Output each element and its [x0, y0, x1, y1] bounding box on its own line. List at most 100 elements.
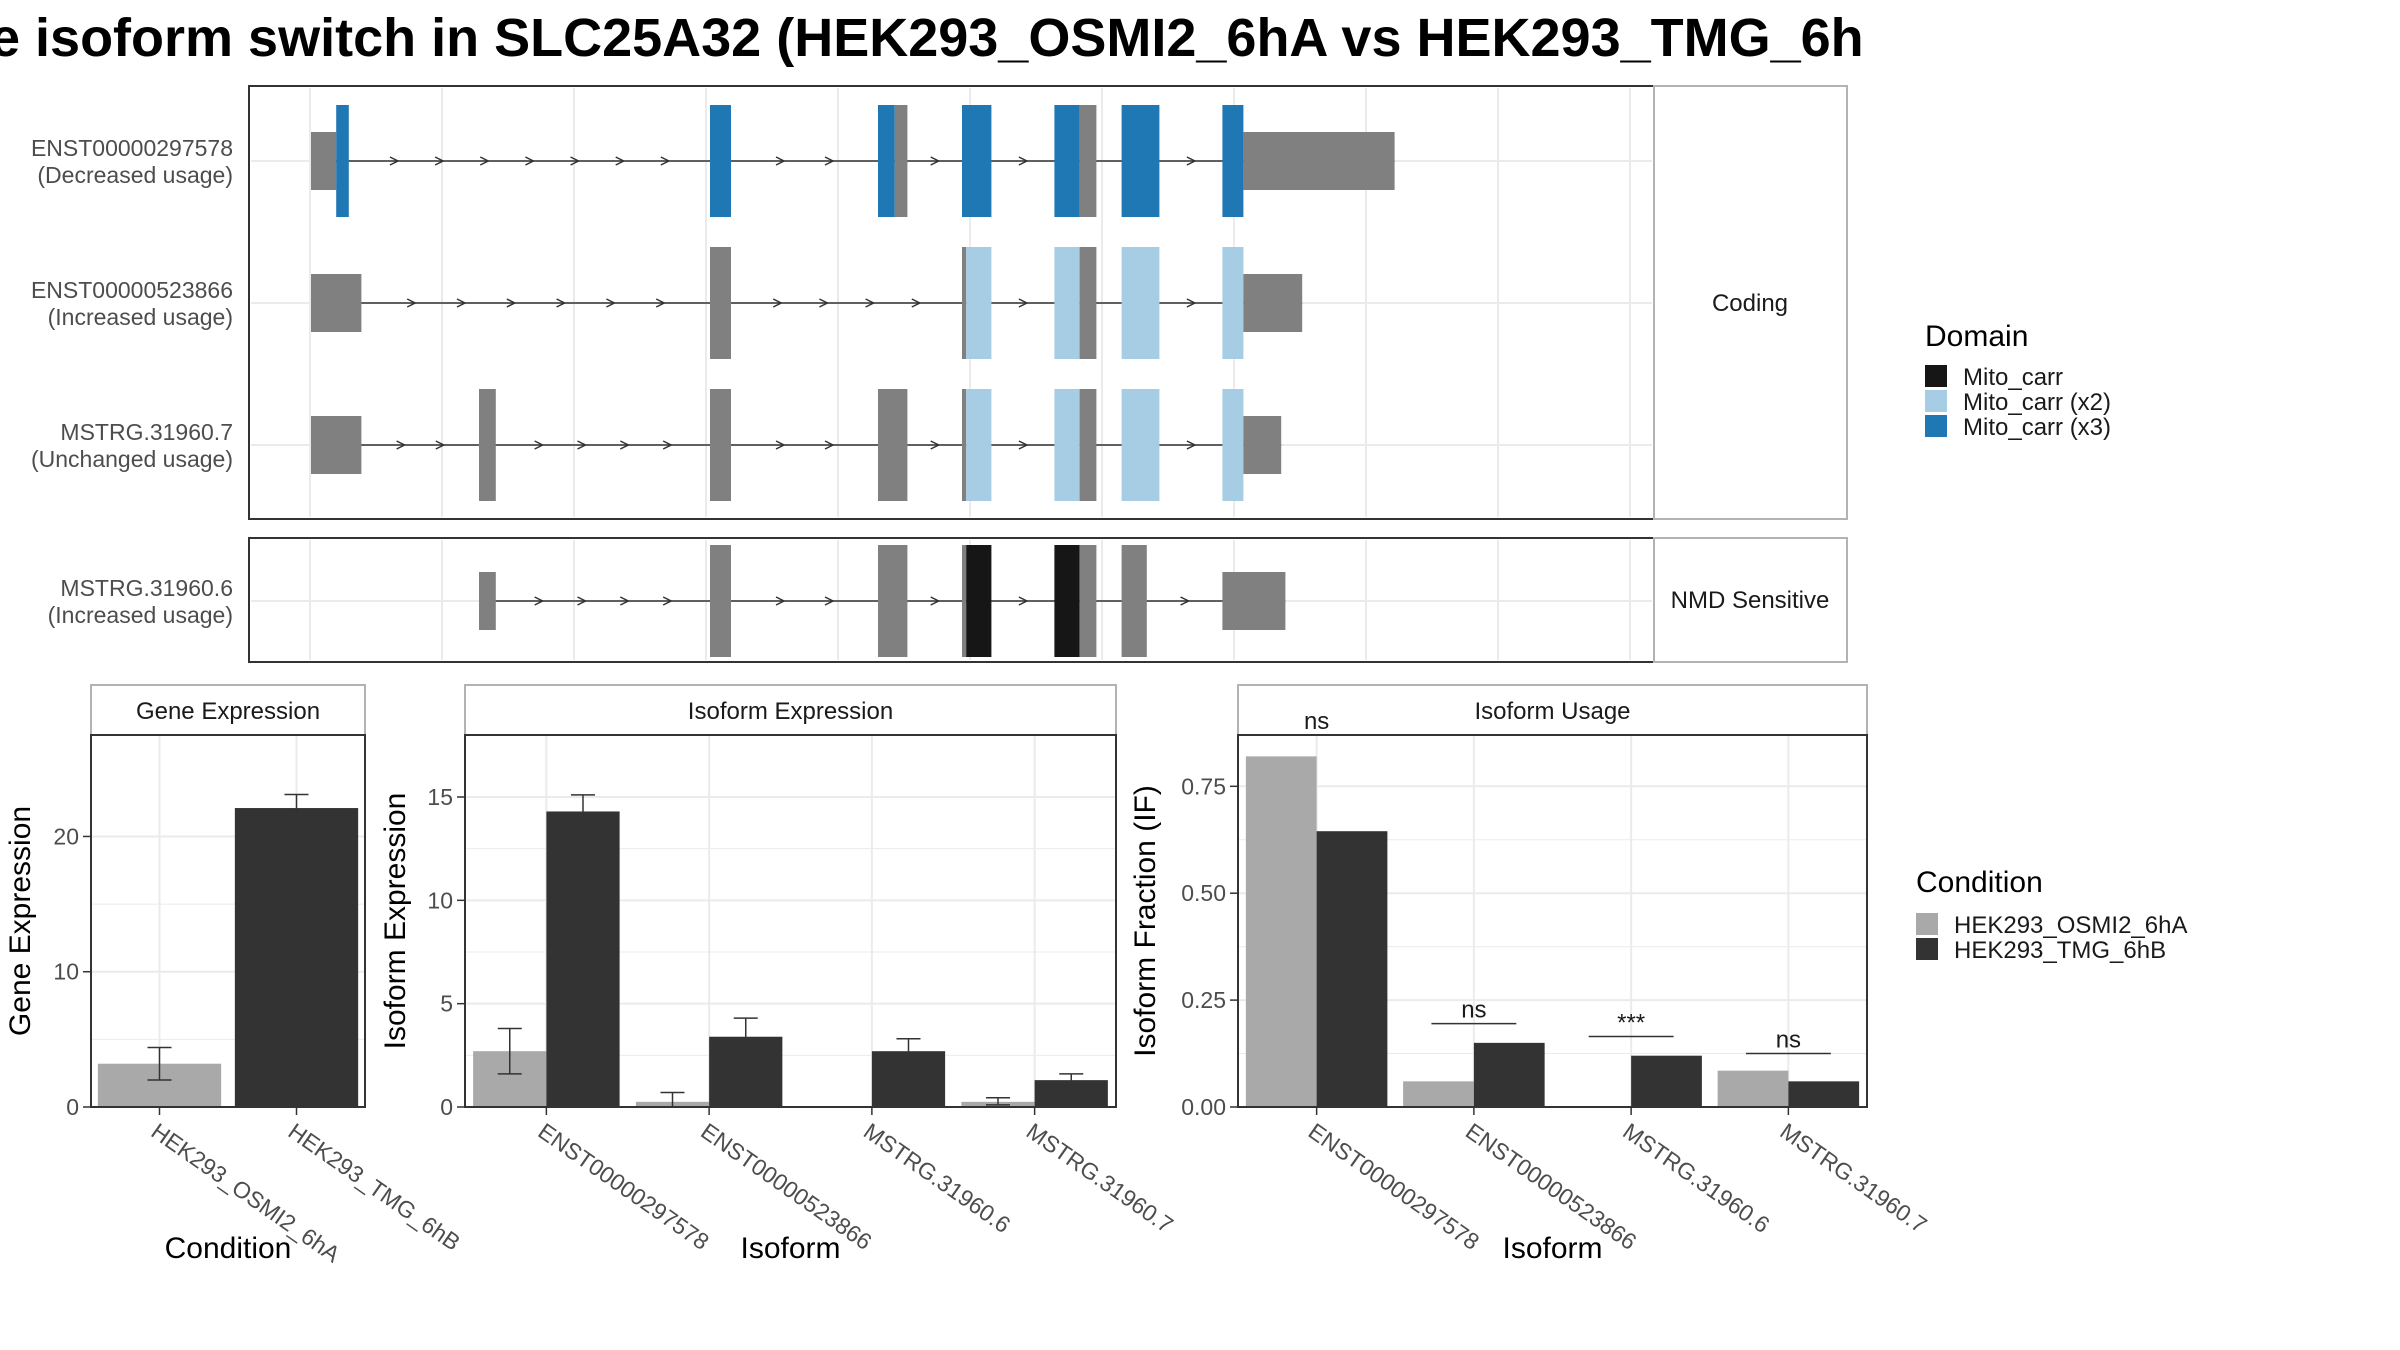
legend-domain-swatch	[1925, 390, 1947, 412]
x-tick-label: MSTRG.31960.7	[1776, 1118, 1932, 1238]
bar	[1717, 1070, 1789, 1107]
exon-block	[1079, 247, 1097, 359]
intron-arrow	[525, 156, 536, 166]
exon-block	[1079, 105, 1097, 217]
plot-border	[90, 734, 366, 1108]
intron-arrow	[1018, 298, 1029, 308]
exon-block	[479, 389, 496, 501]
legend-domain-title: Domain	[1925, 320, 2028, 353]
intron-arrow	[534, 440, 545, 450]
panel-strip	[90, 684, 366, 736]
exon-block	[1243, 132, 1395, 190]
intron-arrow	[930, 440, 941, 450]
exon-block	[966, 247, 992, 359]
legend-condition-swatch	[1916, 938, 1938, 960]
exon-block	[311, 274, 362, 332]
exon-block	[1121, 389, 1160, 501]
exon-block	[966, 545, 992, 657]
intron-arrow	[615, 156, 626, 166]
exon-block	[311, 416, 362, 474]
figure-title: e isoform switch in SLC25A32 (HEK293_OSM…	[0, 8, 1864, 68]
exon-block	[962, 247, 967, 359]
y-tick-label: 0	[440, 1094, 453, 1120]
intron-arrow	[911, 298, 922, 308]
strip-coding-label: Coding	[1712, 290, 1788, 317]
intron-arrow	[660, 156, 671, 166]
significance-label: ns	[1776, 1027, 1801, 1054]
exon-block	[710, 389, 731, 501]
strip-coding	[1653, 85, 1848, 520]
legend-domain-item: Mito_carr	[1925, 364, 2063, 391]
x-tick-label: MSTRG.31960.6	[1618, 1118, 1774, 1238]
intron-arrow	[824, 156, 835, 166]
intron-arrow	[930, 596, 941, 606]
legend-condition-item: HEK293_OSMI2_6hA	[1916, 912, 2187, 939]
plot-border	[464, 734, 1117, 1108]
panel-strip-title: Isoform Expression	[688, 698, 893, 725]
strip-nmd-label: NMD Sensitive	[1671, 587, 1830, 614]
exon-block	[962, 389, 967, 501]
exon-block	[1243, 274, 1303, 332]
x-tick-label: MSTRG.31960.7	[1022, 1118, 1178, 1238]
intron-arrow	[1186, 156, 1197, 166]
y-axis-title: Gene Expression	[4, 806, 37, 1036]
intron-arrow	[930, 156, 941, 166]
intron-arrow	[606, 298, 617, 308]
intron-arrow	[1186, 440, 1197, 450]
plot-border	[1237, 734, 1868, 1108]
legend-domain-item: Mito_carr (x3)	[1925, 414, 2111, 441]
exon-block	[962, 545, 967, 657]
y-tick-label: 0.00	[1181, 1094, 1226, 1120]
intron-arrow	[389, 156, 400, 166]
intron-arrow	[775, 156, 786, 166]
intron-arrow	[619, 440, 630, 450]
legend-condition-swatch	[1916, 913, 1938, 935]
legend-domain-label: Mito_carr (x2)	[1963, 389, 2111, 416]
transcript-structures: ENST00000297578(Decreased usage) ENST0000…	[31, 88, 1652, 660]
intron-arrow	[577, 596, 588, 606]
intron-arrow	[619, 596, 630, 606]
intron-arrow	[534, 596, 545, 606]
exon-block	[878, 545, 908, 657]
intron-arrow	[396, 440, 407, 450]
significance-label: ***	[1617, 1009, 1645, 1036]
y-tick-label: 0.50	[1181, 880, 1226, 906]
exon-block	[1121, 247, 1160, 359]
panel-strip-title: Isoform Usage	[1474, 698, 1630, 725]
y-tick-label: 0	[66, 1094, 79, 1120]
intron-arrow	[1018, 156, 1029, 166]
bar	[1245, 756, 1317, 1107]
transcript-usage-label: (Increased usage)	[48, 304, 233, 330]
transcript-id-label: MSTRG.31960.7	[60, 419, 233, 445]
legend-domain-label: Mito_carr	[1963, 364, 2063, 391]
legend-condition-title: Condition	[1916, 866, 2043, 899]
bar	[1788, 1081, 1860, 1107]
panel-strip-title: Gene Expression	[136, 698, 320, 725]
legend-domain-swatch	[1925, 365, 1947, 387]
bar	[1316, 831, 1388, 1107]
exon-block	[1054, 389, 1080, 501]
exon-block	[1222, 247, 1244, 359]
y-tick-label: 5	[440, 991, 453, 1017]
transcript-id-label: ENST00000297578	[31, 135, 233, 161]
exon-block	[1054, 247, 1080, 359]
intron-arrow	[772, 298, 783, 308]
intron-arrow	[435, 440, 446, 450]
y-tick-label: 15	[427, 784, 453, 810]
exon-block	[1222, 572, 1286, 630]
x-tick-label: ENST00000297578	[1304, 1118, 1484, 1255]
legend-domain-swatch	[1925, 415, 1947, 437]
exon-block	[311, 132, 337, 190]
exon-block	[1079, 389, 1097, 501]
x-tick-label: ENST00000297578	[534, 1118, 714, 1255]
legend-domain-label: Mito_carr (x3)	[1963, 414, 2111, 441]
legend-condition-item: HEK293_TMG_6hB	[1916, 937, 2166, 964]
exon-block	[1054, 545, 1080, 657]
intron-arrow	[506, 298, 517, 308]
bar	[1631, 1055, 1702, 1107]
intron-arrow	[824, 596, 835, 606]
exon-block	[710, 105, 731, 217]
y-tick-label: 10	[427, 887, 453, 913]
intron-arrow	[434, 156, 445, 166]
exon-block	[479, 572, 496, 630]
